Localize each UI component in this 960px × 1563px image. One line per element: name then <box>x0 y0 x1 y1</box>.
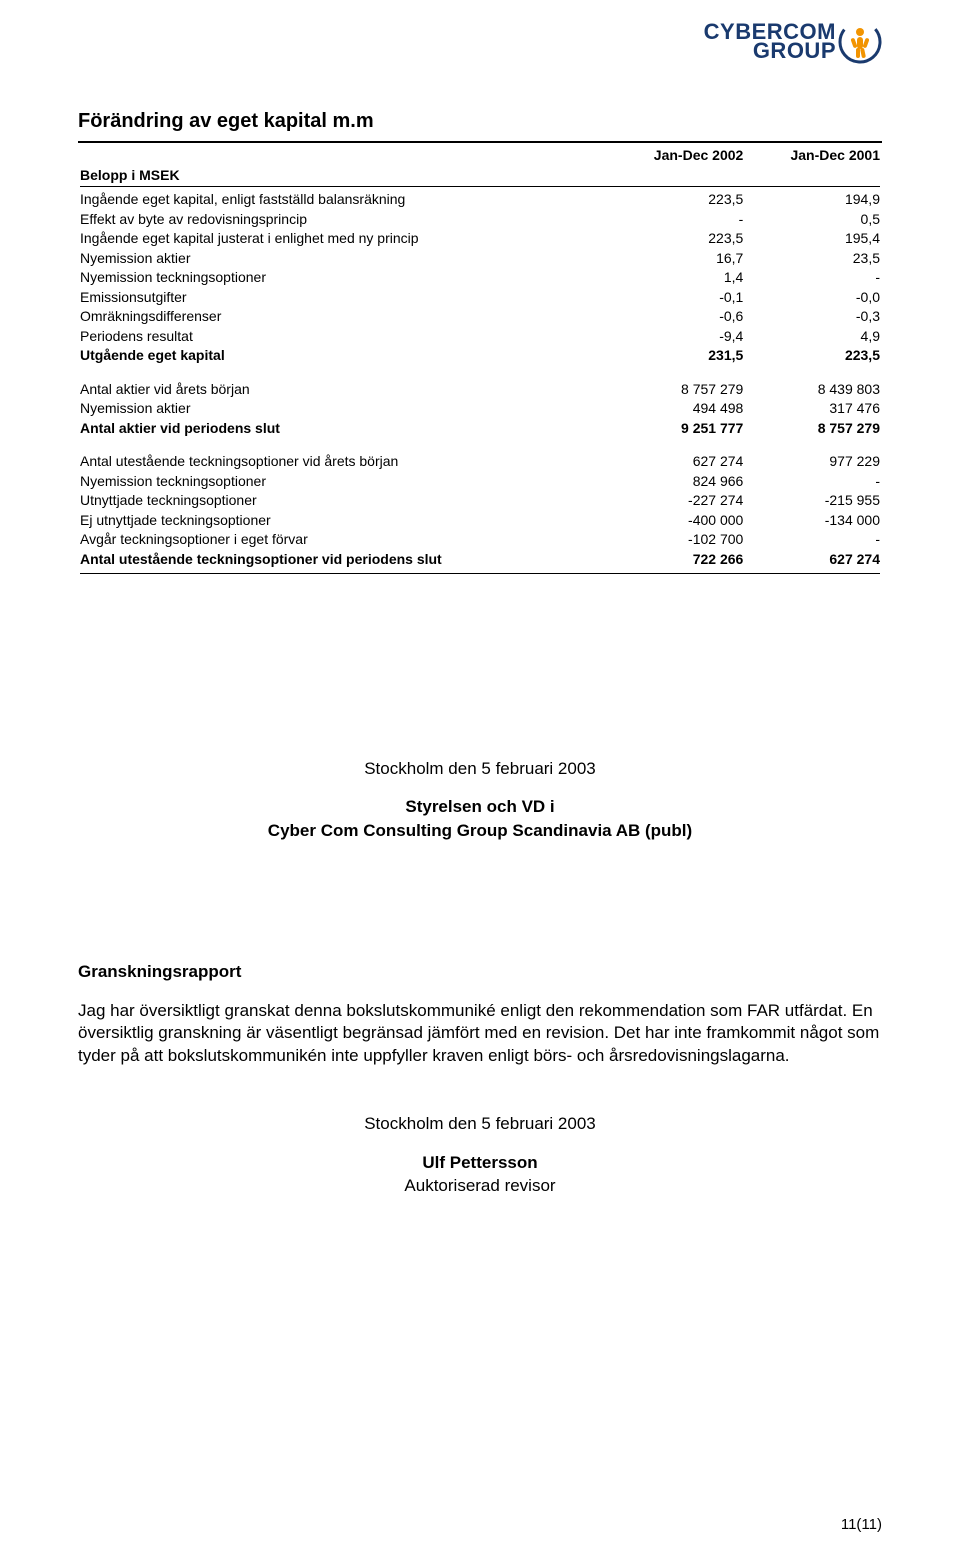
board-signature-block: Stockholm den 5 februari 2003 Styrelsen … <box>78 757 882 842</box>
table-row: Antal utestående teckningsoptioner vid å… <box>78 452 882 472</box>
logo-text: CYBERCOM GROUP <box>704 23 836 60</box>
auditor-name: Ulf Pettersson <box>78 1152 882 1175</box>
company-logo: CYBERCOM GROUP <box>704 20 882 64</box>
table-row: Utnyttjade teckningsoptioner-227 274-215… <box>78 491 882 511</box>
table-row: Ingående eget kapital justerat i enlighe… <box>78 229 882 249</box>
table-row: Effekt av byte av redovisningsprincip-0,… <box>78 210 882 230</box>
table-row: Nyemission teckningsoptioner824 966- <box>78 472 882 492</box>
table-row-total: Antal aktier vid periodens slut9 251 777… <box>78 419 882 439</box>
table-row: Nyemission aktier16,723,5 <box>78 249 882 269</box>
header-rule <box>80 186 880 187</box>
logo-person-icon <box>838 20 882 64</box>
table-row: Emissionsutgifter-0,1-0,0 <box>78 288 882 308</box>
auditor-title: Auktoriserad revisor <box>78 1175 882 1198</box>
table-caption-cell <box>78 146 609 166</box>
col-header-1: Jan-Dec 2002 <box>609 146 746 166</box>
page-title: Förändring av eget kapital m.m <box>78 110 882 133</box>
logo-text-line2: GROUP <box>704 42 836 61</box>
table-row: Ej utnyttjade teckningsoptioner-400 000-… <box>78 511 882 531</box>
auditor-signature-block: Stockholm den 5 februari 2003 Ulf Petter… <box>78 1113 882 1198</box>
audit-body-text: Jag har översiktligt granskat denna boks… <box>78 1000 882 1066</box>
col-header-2: Jan-Dec 2001 <box>745 146 882 166</box>
table-bottom-rule <box>80 573 880 574</box>
audit-heading: Granskningsrapport <box>78 962 882 982</box>
title-rule <box>78 141 882 143</box>
table-row: Nyemission teckningsoptioner1,4- <box>78 268 882 288</box>
table-caption: Belopp i MSEK <box>78 166 609 186</box>
table-row-total: Antal utestående teckningsoptioner vid p… <box>78 550 882 570</box>
signature-company: Cyber Com Consulting Group Scandinavia A… <box>78 819 882 843</box>
table-row: Avgår teckningsoptioner i eget förvar-10… <box>78 530 882 550</box>
equity-change-table: Jan-Dec 2002 Jan-Dec 2001 Belopp i MSEK … <box>78 146 882 577</box>
signature-date: Stockholm den 5 februari 2003 <box>78 757 882 781</box>
table-row: Omräkningsdifferenser-0,6-0,3 <box>78 307 882 327</box>
auditor-date: Stockholm den 5 februari 2003 <box>78 1113 882 1136</box>
table-row-total: Utgående eget kapital231,5223,5 <box>78 346 882 366</box>
table-row: Antal aktier vid årets början8 757 2798 … <box>78 380 882 400</box>
table-row: Ingående eget kapital, enligt fastställd… <box>78 190 882 210</box>
table-row: Nyemission aktier494 498317 476 <box>78 399 882 419</box>
page-number: 11(11) <box>841 1516 882 1533</box>
signature-role: Styrelsen och VD i <box>78 795 882 819</box>
table-row: Periodens resultat-9,44,9 <box>78 327 882 347</box>
